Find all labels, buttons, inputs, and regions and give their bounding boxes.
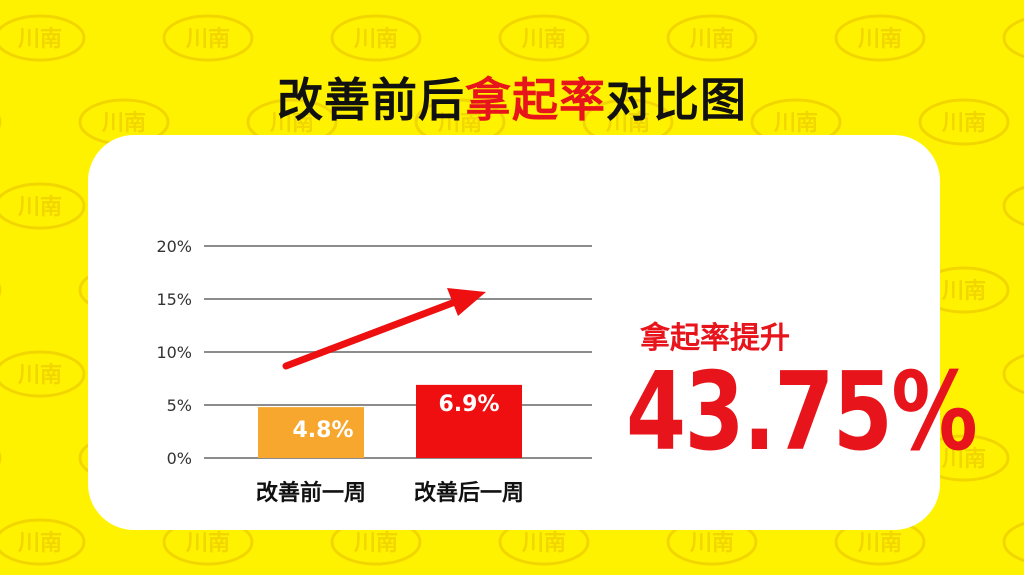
watermark-oval xyxy=(1002,185,1024,227)
title-part1: 改善前后 xyxy=(277,73,465,127)
kpi-label: 拿起率提升 xyxy=(640,321,790,356)
watermark-logo: 川南 xyxy=(834,14,926,62)
watermark-logo: 川南 xyxy=(0,182,86,230)
watermark-oval xyxy=(0,14,86,62)
watermark-text: 川南 xyxy=(101,111,146,136)
bar xyxy=(416,384,522,458)
y-tick-label: 20% xyxy=(156,237,192,256)
watermark-text: 川南 xyxy=(689,531,734,556)
watermark-logo: 川南 xyxy=(1002,185,1024,227)
y-tick-label: 10% xyxy=(156,343,192,362)
watermark-logo: 川南 xyxy=(414,98,506,146)
watermark-text: 川南 xyxy=(773,111,818,136)
watermark-oval xyxy=(0,350,86,398)
x-category-label: 改善前一周 xyxy=(256,480,366,506)
watermark-logo: 川南 xyxy=(1002,353,1024,395)
watermark-logo: 川南 xyxy=(162,14,254,62)
watermark-text: 川南 xyxy=(17,195,62,220)
watermark-text: 川南 xyxy=(605,111,650,136)
watermark-text: 川南 xyxy=(857,27,902,52)
watermark-oval xyxy=(666,14,758,62)
watermark-logo: 川南 xyxy=(1002,521,1024,563)
trend-arrow xyxy=(282,288,486,370)
y-tick-label: 15% xyxy=(156,290,192,309)
y-tick-label: 0% xyxy=(167,449,192,468)
watermark-logo: 川南 xyxy=(246,98,338,146)
watermark-logo: 川南 xyxy=(0,14,86,62)
watermark-text: 川南 xyxy=(269,111,314,136)
title-part2: 对比图 xyxy=(606,73,747,127)
bar xyxy=(258,407,364,458)
chart-card xyxy=(88,135,940,530)
watermark-logo: 川南 xyxy=(918,434,1010,482)
watermark-oval xyxy=(1002,353,1024,395)
watermark-text: 川南 xyxy=(521,531,566,556)
trend-arrow-head xyxy=(447,288,486,316)
page-title: 改善前后拿起率对比图 xyxy=(0,64,1024,130)
watermark-text: 川南 xyxy=(17,531,62,556)
watermark-text: 川南 xyxy=(941,111,986,136)
watermark-logo: 川南 xyxy=(666,14,758,62)
watermark-logo: 川南 xyxy=(918,266,1010,314)
bar-value-label: 4.8% xyxy=(292,418,353,443)
watermark-text: 川南 xyxy=(17,27,62,52)
trend-arrow-shaft xyxy=(282,298,459,370)
y-tick-label: 5% xyxy=(167,396,192,415)
watermark-text: 川南 xyxy=(941,447,986,472)
watermark-oval xyxy=(918,98,1010,146)
watermark-text: 川南 xyxy=(185,27,230,52)
watermark-logo: 川南 xyxy=(0,518,86,566)
watermark-text: 川南 xyxy=(17,363,62,388)
kpi-value: 43.75% xyxy=(626,350,978,475)
watermark-logo: 川南 xyxy=(498,14,590,62)
watermark-oval xyxy=(834,14,926,62)
watermark-text: 川南 xyxy=(941,279,986,304)
watermark-logo: 川南 xyxy=(330,14,422,62)
watermark-oval xyxy=(498,14,590,62)
watermark-oval xyxy=(1002,17,1024,59)
watermark-oval xyxy=(1002,521,1024,563)
watermark-text: 川南 xyxy=(437,111,482,136)
title-highlight: 拿起率 xyxy=(465,73,606,127)
watermark-text: 川南 xyxy=(857,531,902,556)
bar-value-label: 6.9% xyxy=(438,392,499,417)
watermark-oval xyxy=(162,14,254,62)
watermark-logo: 川南 xyxy=(1002,17,1024,59)
watermark-text: 川南 xyxy=(353,531,398,556)
watermark-logo: 川南 xyxy=(918,98,1010,146)
x-category-label: 改善后一周 xyxy=(414,480,524,506)
watermark-oval xyxy=(0,182,86,230)
watermark-text: 川南 xyxy=(185,531,230,556)
watermark-text: 川南 xyxy=(689,27,734,52)
watermark-text: 川南 xyxy=(521,27,566,52)
watermark-oval xyxy=(330,14,422,62)
watermark-logo: 川南 xyxy=(0,350,86,398)
watermark-oval xyxy=(0,518,86,566)
watermark-text: 川南 xyxy=(353,27,398,52)
watermark-logo: 川南 xyxy=(498,518,590,566)
